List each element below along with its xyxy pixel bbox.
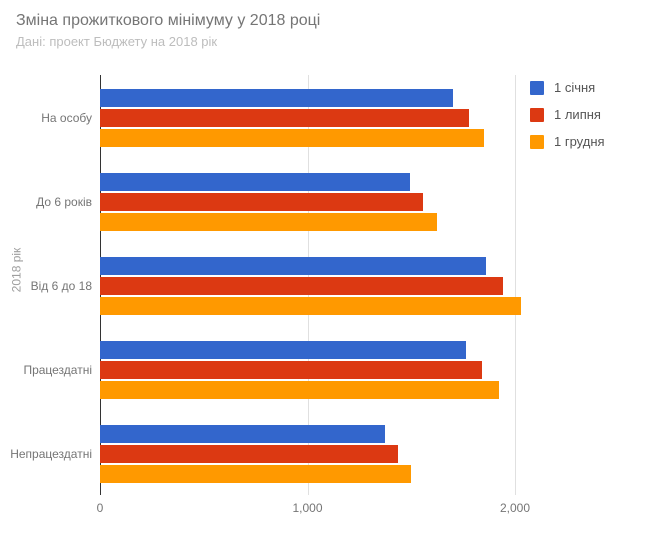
legend: 1 січня 1 липня 1 грудня xyxy=(530,80,605,161)
bar xyxy=(100,361,482,379)
bar xyxy=(100,257,486,275)
chart-title: Зміна прожиткового мінімуму у 2018 році xyxy=(16,12,320,30)
bar xyxy=(100,425,385,443)
legend-label: 1 грудня xyxy=(554,134,605,149)
bar xyxy=(100,109,469,127)
category-label: Непрацездатні xyxy=(10,447,100,461)
bar xyxy=(100,173,410,191)
legend-swatch xyxy=(530,135,544,149)
bar xyxy=(100,341,466,359)
legend-swatch xyxy=(530,108,544,122)
category-group: Від 6 до 18 xyxy=(100,257,515,315)
legend-item: 1 грудня xyxy=(530,134,605,149)
bar xyxy=(100,465,411,483)
legend-label: 1 липня xyxy=(554,107,601,122)
legend-label: 1 січня xyxy=(554,80,595,95)
category-label: До 6 років xyxy=(36,195,100,209)
chart-subtitle: Дані: проект Бюджету на 2018 рік xyxy=(16,34,217,49)
bar xyxy=(100,277,503,295)
y-axis-title: 2018 рік xyxy=(9,248,23,293)
gridline xyxy=(515,75,516,495)
bar xyxy=(100,193,423,211)
bar xyxy=(100,445,398,463)
x-tick-label: 1,000 xyxy=(292,501,322,515)
category-label: На особу xyxy=(41,111,100,125)
bar xyxy=(100,213,437,231)
category-label: Від 6 до 18 xyxy=(31,279,100,293)
category-group: Працездатні xyxy=(100,341,515,399)
category-group: Непрацездатні xyxy=(100,425,515,483)
legend-item: 1 липня xyxy=(530,107,605,122)
x-tick-label: 0 xyxy=(97,501,104,515)
x-tick-label: 2,000 xyxy=(500,501,530,515)
legend-swatch xyxy=(530,81,544,95)
legend-item: 1 січня xyxy=(530,80,605,95)
category-group: До 6 років xyxy=(100,173,515,231)
bar xyxy=(100,89,453,107)
category-group: На особу xyxy=(100,89,515,147)
bar xyxy=(100,381,499,399)
chart-container: Зміна прожиткового мінімуму у 2018 році … xyxy=(0,0,645,540)
category-label: Працездатні xyxy=(23,363,100,377)
bar xyxy=(100,129,484,147)
plot-area: 01,0002,000На особуДо 6 роківВід 6 до 18… xyxy=(100,75,515,495)
bar xyxy=(100,297,521,315)
